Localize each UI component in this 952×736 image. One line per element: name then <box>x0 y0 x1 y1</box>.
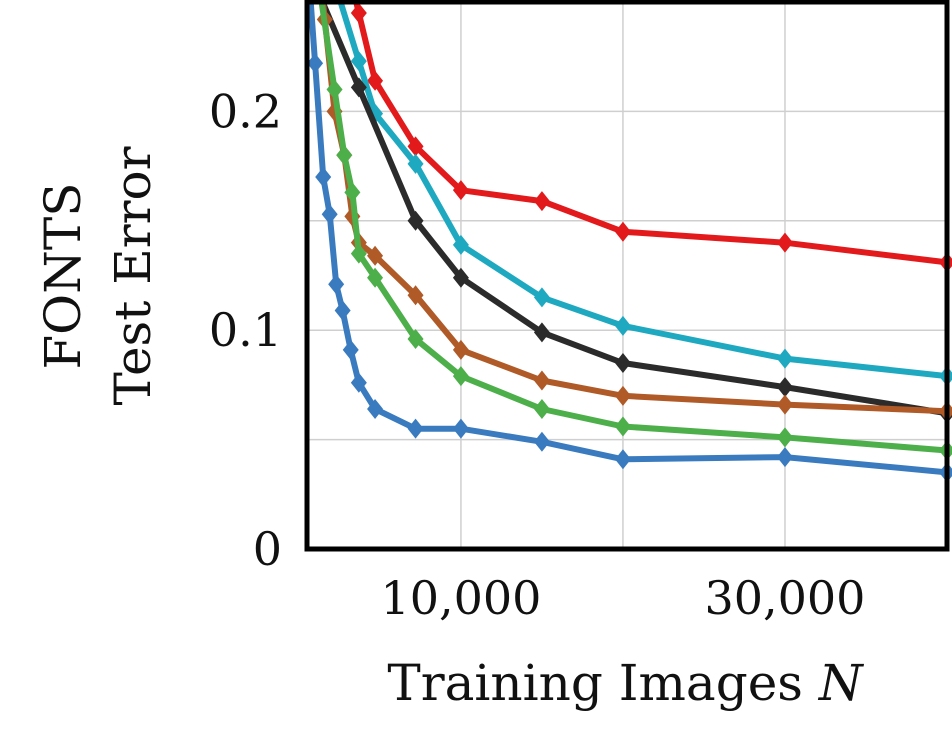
series-2 <box>319 2 952 424</box>
series-1 <box>337 2 952 387</box>
y-tick-label: 0.2 <box>209 84 282 138</box>
series-marker <box>614 385 631 406</box>
series-marker <box>533 322 550 343</box>
series-marker <box>533 287 550 308</box>
series-line <box>307 2 948 476</box>
series-marker <box>342 339 359 360</box>
series-marker <box>776 427 793 448</box>
series-marker <box>452 234 469 255</box>
series-marker <box>452 267 469 288</box>
series-marker <box>367 245 384 266</box>
series-marker <box>328 274 345 295</box>
x-axis-title-variable: N <box>818 654 865 712</box>
series-marker <box>533 191 550 212</box>
series-marker <box>350 2 367 23</box>
grid <box>307 2 947 550</box>
y-tick-label: 0 <box>253 522 282 576</box>
series-marker <box>533 431 550 452</box>
series-marker <box>367 398 384 419</box>
series-marker <box>350 77 367 98</box>
x-tick-labels: 10,000 30,000 <box>380 571 865 625</box>
series-marker <box>452 418 469 439</box>
plot-frame <box>304 0 950 552</box>
series-line <box>318 2 948 454</box>
series-marker <box>367 70 384 91</box>
series-marker <box>452 180 469 201</box>
series-marker <box>614 416 631 437</box>
series-marker <box>407 328 424 349</box>
series-marker <box>326 79 343 100</box>
series-marker <box>452 366 469 387</box>
series-line <box>337 2 948 380</box>
x-axis-title: Training Images N <box>387 654 864 712</box>
series-marker <box>614 221 631 242</box>
series-marker <box>452 339 469 360</box>
y-tick-label: 0.1 <box>209 303 282 357</box>
series-marker <box>776 447 793 468</box>
series-marker <box>350 51 367 72</box>
series-marker <box>407 153 424 174</box>
series-marker <box>344 182 361 203</box>
series-line <box>319 2 948 417</box>
series-marker <box>776 232 793 253</box>
x-axis-title-text: Training Images <box>387 654 818 712</box>
series-marker <box>614 353 631 374</box>
series-marker <box>533 398 550 419</box>
series-marker <box>350 372 367 393</box>
series-marker <box>307 53 324 74</box>
series-marker <box>407 285 424 306</box>
series-marker <box>407 210 424 231</box>
x-tick-label: 30,000 <box>704 571 865 625</box>
series-marker <box>315 167 332 188</box>
y-axis-title-line-1: FONTS <box>34 182 92 369</box>
series-line <box>319 2 948 415</box>
series-marker <box>776 394 793 415</box>
plot-series <box>307 2 952 483</box>
series-marker <box>334 300 351 321</box>
series-marker <box>407 418 424 439</box>
series-marker <box>350 243 367 264</box>
series-marker <box>776 377 793 398</box>
series-marker <box>321 204 338 225</box>
series-marker <box>336 145 353 166</box>
series-marker <box>367 267 384 288</box>
series-line <box>353 2 948 266</box>
series-marker <box>533 370 550 391</box>
series-marker <box>776 348 793 369</box>
series-5 <box>307 2 952 483</box>
series-4 <box>318 2 952 461</box>
series-0 <box>350 2 952 273</box>
series-marker <box>614 315 631 336</box>
x-tick-label: 10,000 <box>380 571 541 625</box>
series-marker <box>614 449 631 470</box>
y-tick-labels: 0 0.1 0.2 <box>209 84 282 576</box>
series-marker <box>407 136 424 157</box>
y-axis-title-line-2: Test Error <box>104 146 162 405</box>
